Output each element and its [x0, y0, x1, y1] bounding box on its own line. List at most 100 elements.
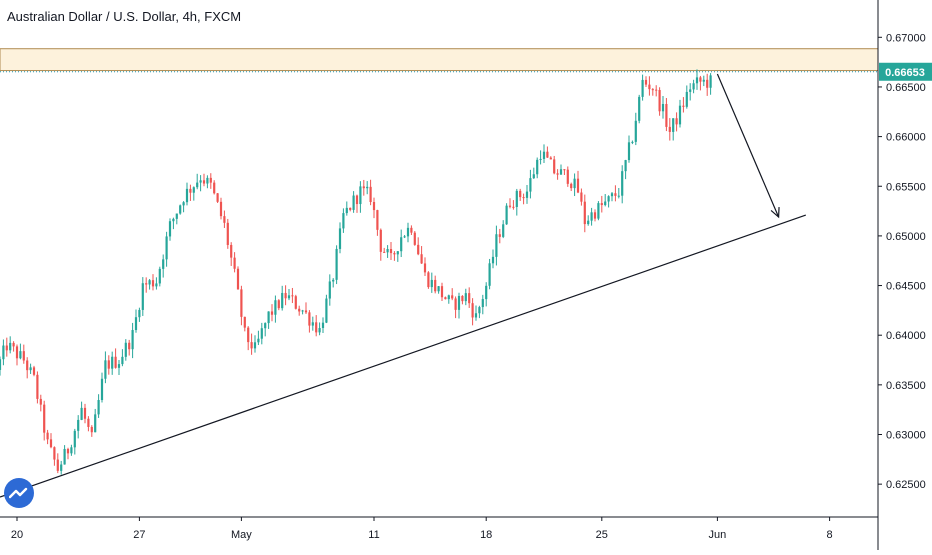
candle-body	[192, 187, 195, 193]
candle-body	[128, 342, 131, 350]
x-tick-label: 25	[596, 529, 608, 541]
candle-body	[627, 142, 631, 161]
candle-body	[383, 251, 386, 253]
y-tick-label: 0.64500	[886, 281, 926, 293]
candle-body	[298, 308, 301, 312]
candle-body	[417, 244, 420, 255]
candle-body	[542, 151, 546, 159]
candle-body	[369, 186, 372, 203]
candle-body	[587, 220, 590, 225]
candle-body	[243, 316, 246, 328]
candle-body	[556, 173, 559, 175]
candle-body	[32, 367, 36, 375]
candle-body	[104, 360, 107, 379]
candle-body	[39, 398, 42, 405]
candle-body	[485, 285, 488, 300]
candle-body	[624, 160, 627, 172]
candle-body	[294, 296, 297, 309]
candle-body	[583, 201, 586, 225]
candle-body	[430, 279, 433, 288]
candle-body	[308, 312, 311, 326]
candle-body	[549, 157, 552, 160]
candle-body	[641, 79, 644, 97]
candle-body	[447, 295, 450, 300]
tradingview-logo-icon[interactable]	[4, 478, 34, 508]
candle-body	[464, 293, 467, 302]
candle-body	[158, 268, 161, 284]
y-tick-label: 0.65000	[886, 231, 926, 243]
candle-body	[491, 256, 495, 264]
x-tick-label: 18	[480, 529, 492, 541]
candle-body	[145, 283, 148, 285]
candle-body	[60, 464, 63, 471]
candle-body	[226, 222, 229, 245]
candle-body	[240, 289, 243, 317]
candle-body	[189, 188, 192, 193]
candle-body	[253, 342, 257, 349]
candle-body	[678, 105, 682, 125]
candle-body	[661, 103, 665, 112]
candle-body	[570, 183, 573, 189]
candle-body	[403, 236, 406, 238]
candle-body	[621, 171, 624, 196]
candle-body	[267, 311, 270, 324]
candle-body	[277, 300, 280, 309]
candle-body	[546, 151, 549, 158]
candle-body	[359, 186, 362, 205]
candle-body	[617, 195, 620, 197]
candle-body	[199, 180, 202, 183]
candle-body	[281, 292, 284, 309]
candle-body	[566, 169, 569, 184]
candle-body	[22, 351, 25, 361]
candle-body	[9, 342, 12, 351]
candle-body	[196, 182, 199, 188]
candle-body	[631, 141, 634, 143]
candle-body	[80, 407, 83, 420]
candle-body	[461, 295, 464, 302]
y-tick-label: 0.63500	[886, 380, 926, 392]
candle-body	[124, 342, 127, 357]
candle-body	[532, 174, 535, 179]
candle-body	[15, 346, 19, 359]
candle-body	[12, 342, 15, 347]
candle-body	[49, 439, 53, 448]
candle-body	[420, 254, 423, 264]
candle-body	[29, 367, 32, 371]
x-tick-label: 27	[133, 529, 145, 541]
candle-body	[162, 259, 165, 269]
y-tick-label: 0.67000	[886, 32, 926, 44]
candle-body	[321, 322, 325, 329]
candle-body	[70, 447, 73, 454]
candle-body	[77, 419, 80, 431]
candle-body	[389, 249, 393, 254]
drawings-layer	[0, 71, 878, 498]
candles-layer	[0, 69, 712, 475]
candle-body	[90, 426, 93, 433]
candle-body	[366, 186, 369, 189]
candle-body	[393, 253, 396, 255]
candle-body	[685, 91, 688, 107]
candle-body	[386, 249, 389, 253]
candle-body	[349, 207, 352, 210]
candle-body	[94, 414, 97, 433]
candle-body	[437, 286, 440, 292]
candle-body	[488, 263, 491, 286]
candle-body	[515, 190, 518, 207]
candle-body	[247, 327, 250, 343]
candle-body	[168, 221, 172, 237]
resistance-zone	[0, 48, 879, 72]
candle-body	[495, 234, 498, 257]
candle-body	[209, 177, 212, 183]
candle-body	[706, 79, 709, 88]
candle-body	[284, 292, 287, 299]
candle-body	[376, 210, 379, 230]
candle-body	[481, 299, 484, 308]
candle-body	[121, 356, 124, 365]
candle-body	[413, 232, 416, 245]
last-price-badge	[879, 62, 932, 81]
candle-body	[559, 169, 563, 175]
candle-body	[165, 236, 168, 260]
candle-body	[372, 202, 376, 211]
